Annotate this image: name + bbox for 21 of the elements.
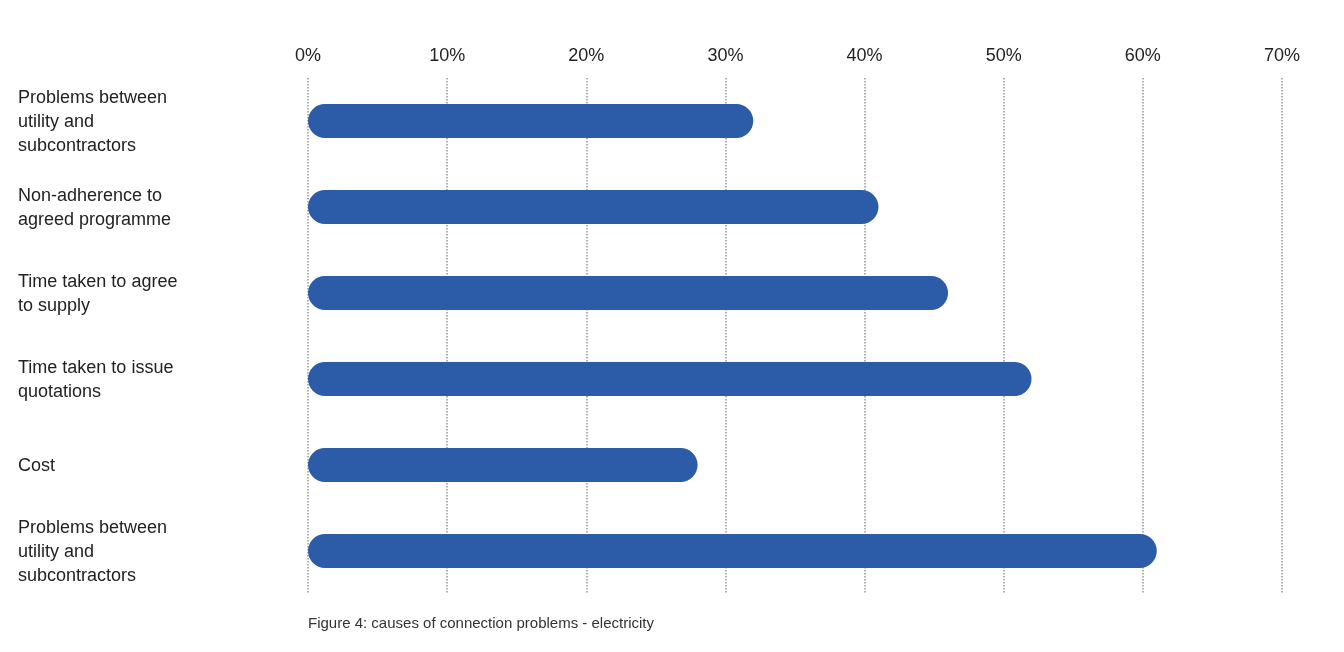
y-tick-label: Time taken to agree to supply — [18, 271, 183, 315]
bar — [308, 276, 949, 310]
y-tick-label: Non-adherence to agreed programme — [18, 185, 172, 229]
caption: Figure 4: causes of connection problems - electricity — [308, 614, 655, 631]
y-tick-label: Problems between utility and subcontractors — [18, 87, 173, 155]
y-tick-label: Problems between utility and subcontractors — [18, 517, 173, 585]
x-tick-label: 10% — [429, 45, 466, 65]
x-tick-label: 60% — [1124, 45, 1161, 65]
bar — [308, 362, 1032, 396]
x-tick-label: 0% — [294, 45, 322, 65]
x-tick-label: 30% — [707, 45, 744, 65]
x-tick-label: 20% — [568, 45, 605, 65]
x-tick-label: 70% — [1263, 45, 1301, 65]
bar — [308, 448, 698, 482]
bar — [308, 534, 1157, 568]
y-tick-label: Time taken to issue quotations — [18, 357, 179, 401]
y-tick-label: Cost — [18, 455, 56, 475]
x-tick-label: 40% — [846, 45, 883, 65]
x-tick-label: 50% — [985, 45, 1022, 65]
bar — [308, 104, 754, 138]
bar — [308, 190, 879, 224]
